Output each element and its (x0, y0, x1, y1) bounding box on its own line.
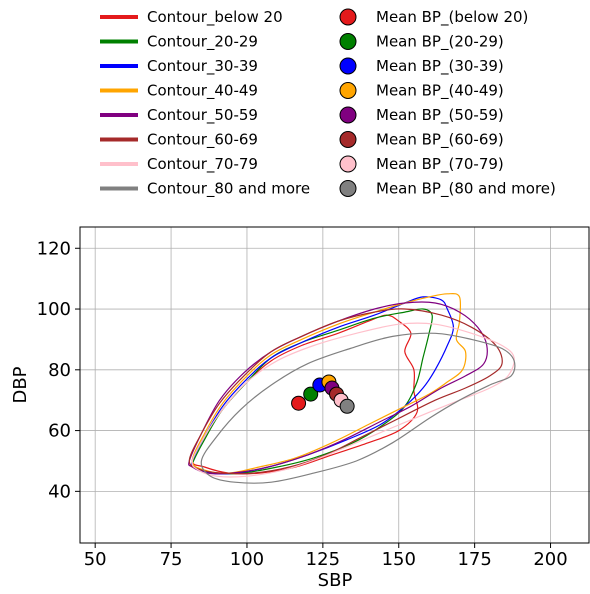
legend-marker-4 (339, 106, 357, 124)
legend-label-mean-3: Mean BP_(40-49) (376, 82, 504, 101)
legend-label-contour-0: Contour_below 20 (147, 8, 283, 27)
y-tick-label: 40 (48, 481, 71, 502)
contour-series (188, 292, 516, 484)
y-axis-label: DBP (10, 366, 31, 403)
legend-label-mean-2: Mean BP_(30-39) (376, 57, 504, 76)
legend-marker-5 (339, 131, 357, 148)
legend: Contour_below 20 Contour_20-29 Contour_30-… (100, 8, 556, 199)
legend-label-mean-0: Mean BP_(below 20) (376, 8, 528, 27)
legend-label-contour-4: Contour_50-59 (147, 106, 258, 125)
legend-marker-6 (339, 155, 357, 173)
legend-marker-2 (339, 57, 357, 75)
plot-frame (79, 226, 590, 544)
legend-label-mean-1: Mean BP_(20-29) (376, 33, 504, 52)
contour-6 (191, 322, 515, 478)
contour-7 (200, 332, 516, 484)
x-tick-label: 150 (382, 549, 416, 570)
legend-label-mean-6: Mean BP_(70-79) (376, 155, 504, 174)
mean-marker-1 (303, 386, 319, 402)
legend-label-mean-7: Mean BP_(80 and more) (376, 180, 556, 199)
y-tick-label: 120 (37, 238, 71, 259)
legend-marker-7 (339, 180, 357, 197)
legend-label-mean-5: Mean BP_(60-69) (376, 131, 504, 150)
x-tick-label: 200 (533, 549, 567, 570)
legend-label-contour-3: Contour_40-49 (147, 82, 258, 101)
mean-marker-7 (339, 398, 355, 414)
contour-5 (188, 308, 503, 475)
mean-marker-0 (291, 395, 307, 411)
legend-marker-0 (339, 8, 357, 26)
x-tick-label: 100 (230, 549, 264, 570)
legend-marker-1 (339, 33, 357, 50)
legend-label-contour-6: Contour_70-79 (147, 155, 258, 174)
legend-label-contour-2: Contour_30-39 (147, 57, 258, 76)
y-tick-label: 60 (48, 421, 71, 442)
x-tick-label: 125 (306, 549, 340, 570)
legend-label-contour-7: Contour_80 and more (147, 180, 310, 199)
contour-3 (191, 292, 467, 474)
y-tick-label: 100 (37, 299, 71, 320)
legend-label-mean-4: Mean BP_(50-59) (376, 106, 504, 125)
legend-marker-3 (339, 82, 357, 99)
y-tick-label: 80 (48, 360, 71, 381)
legend-label-contour-1: Contour_20-29 (147, 33, 258, 52)
grid (80, 227, 590, 543)
mean-markers (291, 374, 355, 414)
legend-label-contour-5: Contour_60-69 (147, 131, 258, 150)
x-tick-label: 75 (160, 549, 183, 570)
x-axis-label: SBP (318, 570, 353, 591)
x-tick-label: 50 (84, 549, 107, 570)
axis-ticks: 50 75 100 125 150 175 200 40 60 80 100 120 (37, 238, 568, 570)
x-tick-label: 175 (457, 549, 491, 570)
